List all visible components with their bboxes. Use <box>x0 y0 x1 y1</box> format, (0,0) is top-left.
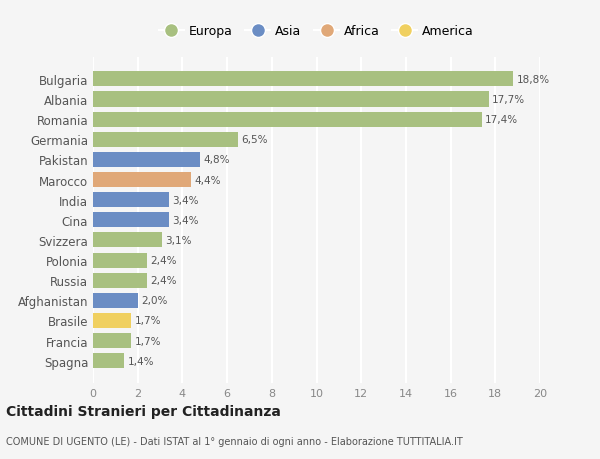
Text: 18,8%: 18,8% <box>517 75 550 85</box>
Bar <box>93 92 488 107</box>
Bar <box>93 293 138 308</box>
Text: 3,1%: 3,1% <box>166 235 192 246</box>
Bar <box>93 173 191 188</box>
Bar <box>93 213 169 228</box>
Bar <box>93 313 131 328</box>
Text: 2,0%: 2,0% <box>141 296 167 306</box>
Text: 1,7%: 1,7% <box>134 336 161 346</box>
Text: 6,5%: 6,5% <box>242 135 268 145</box>
Bar <box>93 253 146 268</box>
Text: 17,4%: 17,4% <box>485 115 518 125</box>
Text: 2,4%: 2,4% <box>150 275 176 285</box>
Bar <box>93 333 131 348</box>
Bar <box>93 152 200 168</box>
Text: 1,4%: 1,4% <box>128 356 154 366</box>
Legend: Europa, Asia, Africa, America: Europa, Asia, Africa, America <box>155 21 478 42</box>
Text: 1,7%: 1,7% <box>134 316 161 326</box>
Text: COMUNE DI UGENTO (LE) - Dati ISTAT al 1° gennaio di ogni anno - Elaborazione TUT: COMUNE DI UGENTO (LE) - Dati ISTAT al 1°… <box>6 437 463 446</box>
Text: 4,4%: 4,4% <box>194 175 221 185</box>
Bar <box>93 193 169 208</box>
Text: 2,4%: 2,4% <box>150 256 176 265</box>
Bar <box>93 112 482 128</box>
Bar <box>93 133 238 147</box>
Text: 3,4%: 3,4% <box>172 195 199 205</box>
Bar <box>93 233 162 248</box>
Text: 17,7%: 17,7% <box>492 95 525 105</box>
Bar <box>93 353 124 369</box>
Text: Cittadini Stranieri per Cittadinanza: Cittadini Stranieri per Cittadinanza <box>6 404 281 419</box>
Bar <box>93 72 513 87</box>
Bar <box>93 273 146 288</box>
Text: 3,4%: 3,4% <box>172 215 199 225</box>
Text: 4,8%: 4,8% <box>203 155 230 165</box>
